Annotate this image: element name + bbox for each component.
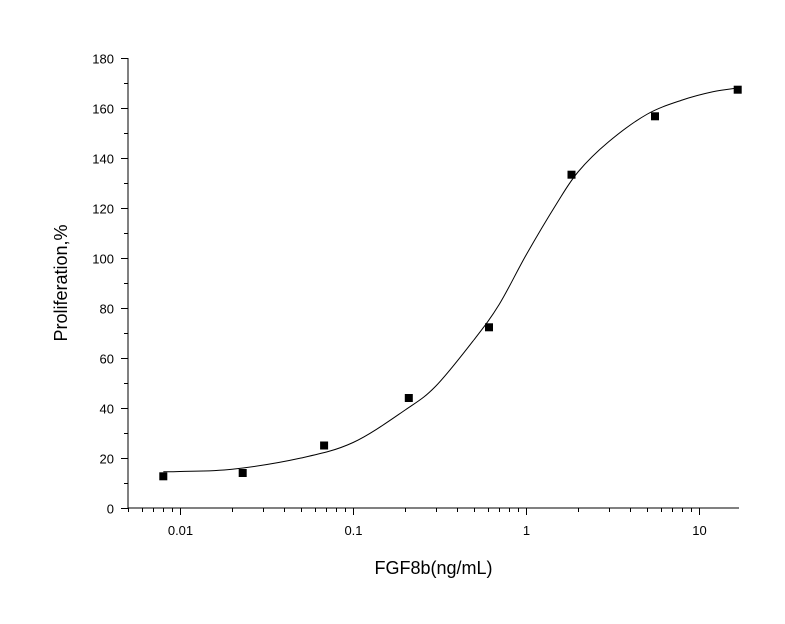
- x-axis: 0.01 0.1 1 10: [128, 507, 739, 538]
- y-tick-label: 0: [107, 502, 114, 517]
- y-tick-label: 180: [92, 52, 114, 67]
- data-point: [159, 472, 168, 481]
- x-tick-label: 10: [692, 523, 706, 538]
- data-point: [238, 469, 247, 477]
- x-tick-label: 0.1: [344, 523, 362, 538]
- y-tick-label: 120: [92, 202, 114, 217]
- y-tick-label: 20: [100, 452, 114, 467]
- data-point: [320, 441, 329, 450]
- data-points-layer: [159, 85, 742, 481]
- y-axis: 0 20 40 60 80 100 120 140 160 180: [92, 52, 129, 517]
- data-point: [651, 112, 659, 121]
- y-tick-label: 100: [92, 252, 114, 267]
- fit-curve: [163, 87, 738, 473]
- data-point: [485, 323, 493, 332]
- data-point: [733, 85, 742, 94]
- data-point: [404, 394, 413, 402]
- y-tick-label: 80: [100, 302, 114, 317]
- y-tick-label: 40: [100, 402, 114, 417]
- fit-curve-layer: [163, 87, 738, 473]
- y-tick-label: 140: [92, 152, 114, 167]
- data-point: [567, 170, 576, 179]
- x-tick-label: 1: [523, 523, 530, 538]
- y-tick-label: 160: [92, 102, 114, 117]
- x-tick-label: 0.01: [168, 523, 193, 538]
- y-tick-label: 60: [100, 352, 114, 367]
- y-axis-title: Proliferation,%: [51, 224, 71, 341]
- x-axis-title: FGF8b(ng/mL): [374, 558, 492, 578]
